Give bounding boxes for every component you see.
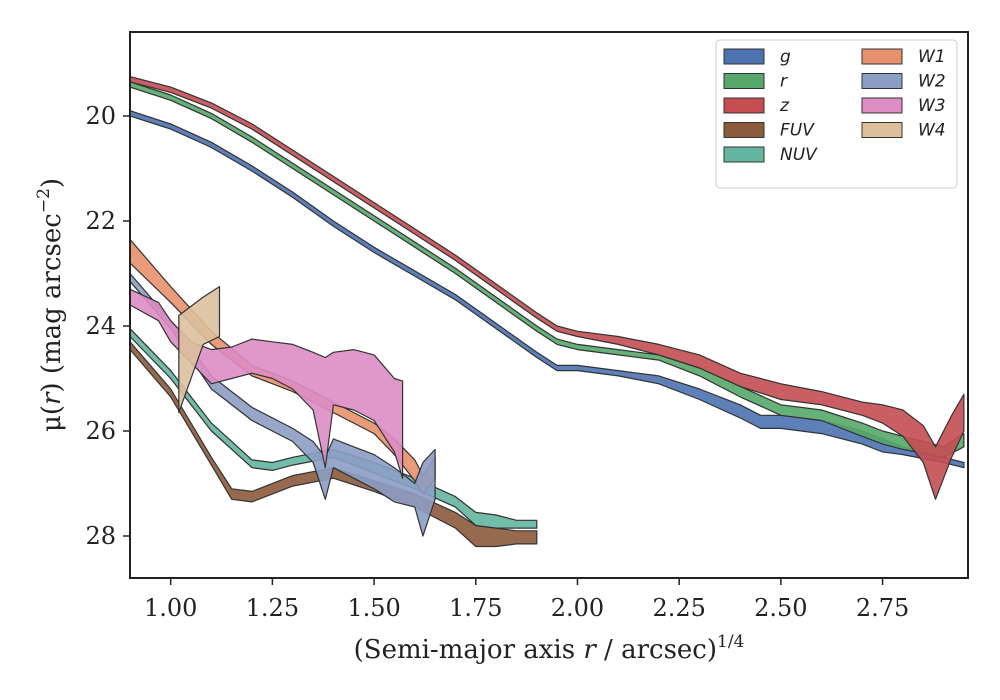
band-w4	[178, 286, 221, 414]
band-g	[130, 110, 965, 469]
legend-swatch-fuv	[723, 122, 765, 138]
legend-label-z: z	[779, 96, 790, 116]
legend-swatch-r	[723, 73, 765, 89]
legend-label-nuv: NUV	[780, 145, 818, 165]
data-bands	[130, 75, 965, 548]
legend-label-r: r	[780, 72, 788, 92]
legend: grz FUV NUV W1 W2 W3 W4	[715, 39, 958, 189]
legend-swatch-z	[723, 97, 765, 114]
y-axis: 20 22 24 26 28	[85, 102, 130, 550]
legend-swatch-w2	[861, 73, 903, 89]
legend-label-w3: W3	[918, 96, 946, 116]
y-tick-label: 24	[85, 312, 116, 340]
legend-swatch-g	[723, 48, 765, 65]
legend-swatch-w4	[861, 122, 903, 138]
x-axis: 1.00 1.25 1.50 1.75 2.00 2.25 2.50 2.75	[144, 578, 909, 622]
legend-label-fuv: FUV	[780, 121, 815, 141]
x-tick-label: 2.25	[652, 594, 705, 622]
x-tick-label: 1.75	[449, 594, 502, 622]
y-tick-label: 28	[85, 522, 116, 550]
x-tick-label: 1.50	[347, 594, 400, 622]
legend-swatch-nuv	[723, 146, 765, 163]
legend-swatch-w3	[861, 97, 903, 114]
x-tick-label: 2.50	[754, 594, 807, 622]
band-r	[130, 81, 965, 458]
legend-swatch-w1	[861, 48, 903, 65]
legend-label-w1: W1	[918, 47, 946, 67]
y-axis-label: μ(r) (mag arcsec−2)	[34, 178, 67, 432]
legend-label-w4: W4	[918, 121, 946, 141]
x-tick-label: 1.25	[246, 594, 299, 622]
x-axis-label: (Semi-major axis r / arcsec)1/4	[354, 632, 745, 665]
legend-label-g: g	[780, 47, 791, 67]
y-tick-label: 20	[85, 102, 116, 130]
x-tick-label: 2.75	[856, 594, 909, 622]
y-tick-label: 26	[85, 417, 116, 445]
x-tick-label: 2.00	[551, 594, 604, 622]
y-tick-label: 22	[85, 207, 116, 235]
band-w3	[130, 288, 404, 479]
plot-frame	[129, 31, 969, 579]
band-z	[130, 75, 965, 500]
band-w2	[130, 272, 436, 537]
band-fuv	[130, 341, 538, 548]
x-tick-label: 1.00	[144, 594, 197, 622]
legend-label-w2: W2	[918, 72, 946, 92]
band-nuv	[130, 328, 538, 529]
